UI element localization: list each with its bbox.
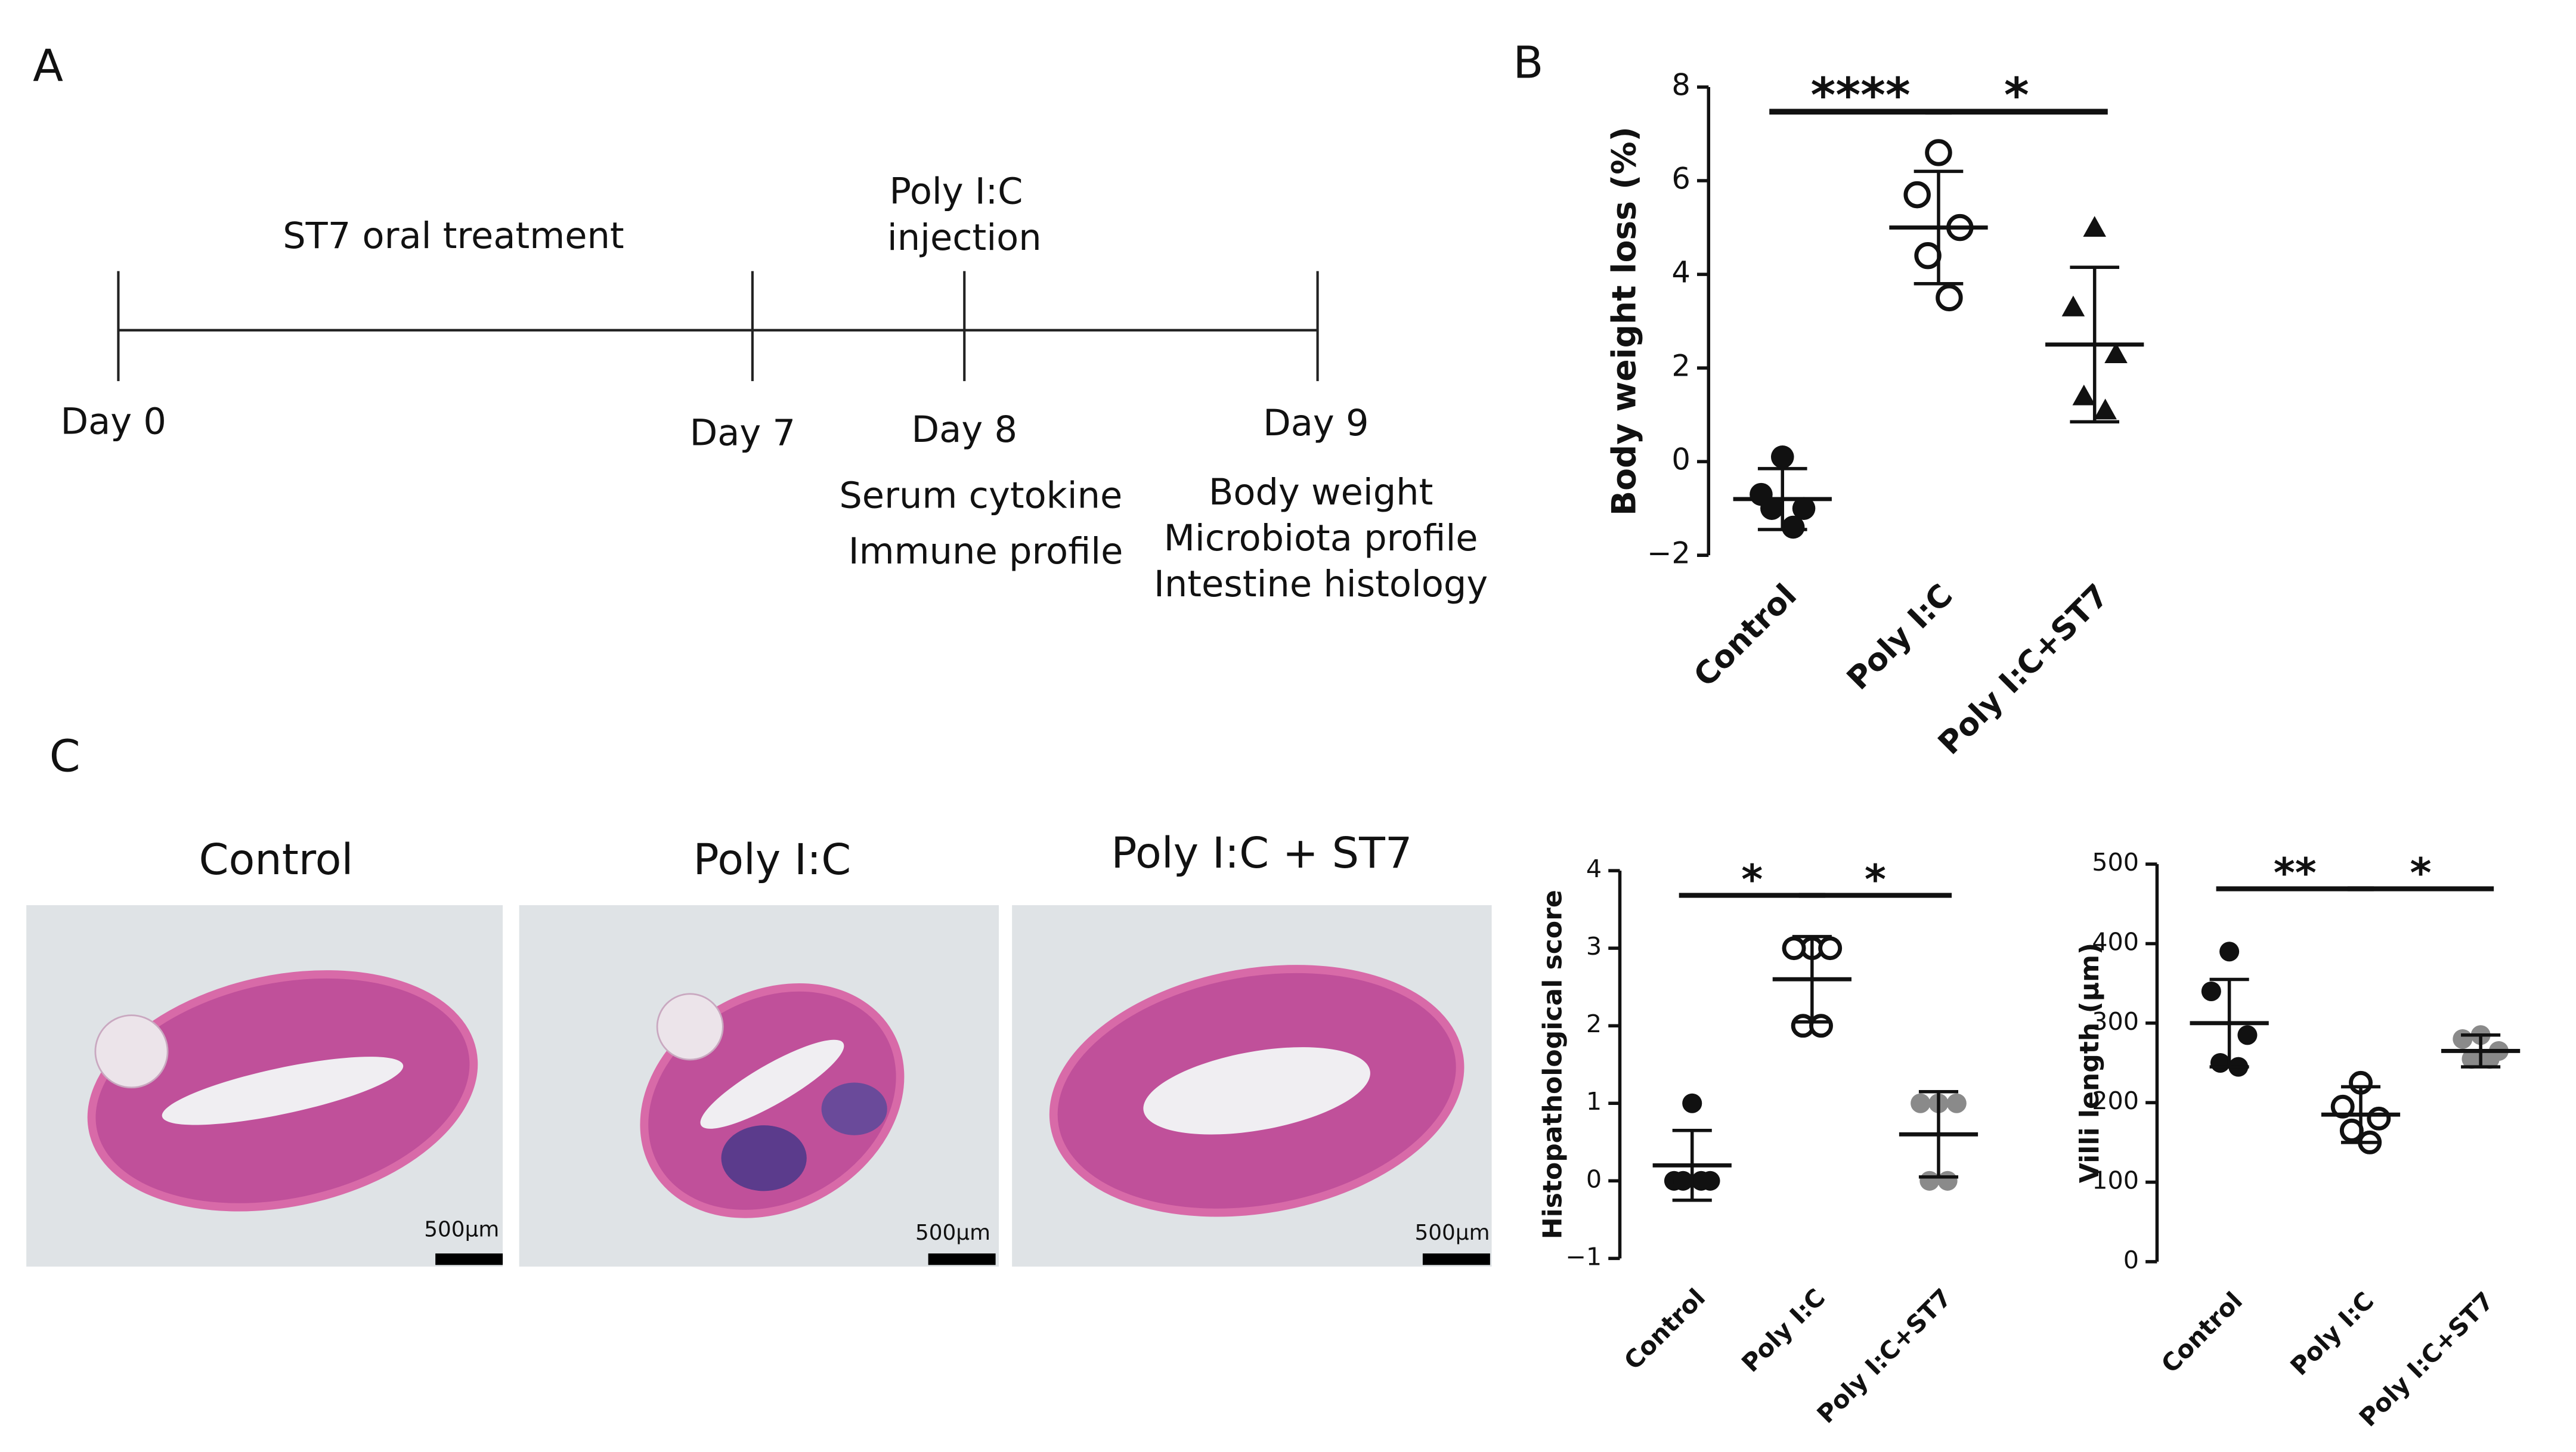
image-title: Control	[199, 835, 353, 884]
significance-label: ****	[1811, 67, 1911, 123]
significance-label: *	[1865, 856, 1886, 903]
significance-label: *	[2410, 849, 2432, 897]
point	[1792, 497, 1816, 520]
y-tick-label: −1	[1565, 1242, 1602, 1271]
histology-image	[519, 905, 999, 1267]
significance-label: *	[1741, 856, 1763, 903]
readout: Immune profile	[849, 531, 1123, 572]
panel-label: A	[33, 40, 63, 92]
y-tick-label: 0	[1586, 1165, 1602, 1193]
histology-image	[1012, 905, 1492, 1267]
point	[2237, 1025, 2258, 1045]
point	[1781, 515, 1805, 539]
y-tick-label: 4	[1671, 255, 1690, 290]
point	[2094, 398, 2117, 420]
y-tick-label: 100	[2092, 1166, 2139, 1194]
error-bar	[1914, 169, 1964, 286]
error-bar	[1918, 1089, 1959, 1179]
y-tick-label: 300	[2092, 1007, 2139, 1036]
significance-label: **	[2274, 849, 2317, 897]
y-axis-title: Villi length (μm)	[2075, 943, 2105, 1183]
image-title: Poly I:C	[693, 835, 852, 884]
image-title: Poly I:C + ST7	[1111, 828, 1412, 878]
panel-label: B	[1513, 37, 1543, 89]
y-axis-title: Histopathological score	[1537, 890, 1568, 1239]
error-bar	[1792, 934, 1832, 1024]
error-bar	[2209, 977, 2249, 1069]
day-label: Day 7	[690, 413, 795, 454]
point	[1760, 497, 1784, 520]
readout: Serum cytokine	[839, 475, 1122, 516]
error-bar	[2070, 265, 2120, 424]
point	[1818, 936, 1843, 961]
point	[2061, 295, 2085, 317]
point	[1782, 936, 1806, 961]
y-tick-label: 3	[1586, 932, 1602, 961]
point	[1914, 242, 1942, 270]
point	[1919, 1171, 1940, 1191]
event-label: Poly I:C	[889, 171, 1023, 213]
point	[2201, 981, 2221, 1001]
point	[1925, 139, 1952, 166]
y-tick-label: 8	[1671, 68, 1690, 103]
day-label: Day 0	[60, 401, 166, 442]
y-axis-title: Body weight loss (%)	[1605, 126, 1643, 516]
y-tick-label: 500	[2092, 848, 2139, 877]
point	[1770, 445, 1794, 469]
error-bar	[2340, 1085, 2381, 1144]
y-tick-label: 4	[1586, 855, 1602, 883]
scale-bar-label: 500μm	[1415, 1221, 1490, 1245]
point	[1673, 1171, 1693, 1191]
point	[2104, 342, 2128, 363]
point	[2339, 1118, 2364, 1143]
point	[2072, 384, 2096, 405]
error-bar	[1672, 1129, 1712, 1202]
point	[1682, 1093, 1702, 1113]
timeline	[117, 271, 1319, 382]
phase-label: ST7 oral treatment	[283, 215, 624, 257]
point	[1946, 1093, 1967, 1113]
point	[2219, 942, 2240, 962]
y-tick-label: 2	[1586, 1010, 1602, 1038]
point	[1691, 1171, 1711, 1191]
y-tick-label: 400	[2092, 927, 2139, 956]
point	[2210, 1052, 2230, 1073]
panel-label: C	[49, 730, 80, 782]
scale-bar-label: 500μm	[424, 1217, 499, 1242]
point	[2367, 1106, 2391, 1131]
error-bar	[1757, 467, 1807, 531]
y-tick-label: 1	[1586, 1087, 1602, 1116]
y-tick-label: 200	[2092, 1086, 2139, 1115]
day-label: Day 9	[1263, 403, 1368, 444]
readout: Intestine histology	[1154, 564, 1488, 605]
point	[2479, 1049, 2500, 1069]
readout: Microbiota profile	[1164, 518, 1478, 559]
significance-label: *	[2004, 67, 2029, 123]
point	[2453, 1029, 2473, 1049]
event-label: injection	[887, 217, 1042, 259]
point	[1809, 1014, 1833, 1038]
readout: Body weight	[1209, 472, 1433, 513]
point	[2083, 216, 2106, 237]
y-tick-label: 0	[2123, 1246, 2139, 1274]
histology-image	[26, 905, 503, 1267]
point	[1936, 284, 1963, 312]
y-tick-label: 0	[1671, 442, 1690, 477]
point	[1937, 1171, 1958, 1191]
point	[2462, 1049, 2482, 1069]
error-bar	[2461, 1033, 2501, 1069]
y-tick-label: 6	[1671, 162, 1690, 196]
point	[1911, 1093, 1931, 1113]
y-tick-label: 2	[1671, 349, 1690, 383]
scale-bar-label: 500μm	[915, 1221, 990, 1245]
point	[1903, 181, 1931, 209]
day-label: Day 8	[912, 409, 1017, 451]
y-tick-label: −2	[1647, 536, 1690, 571]
